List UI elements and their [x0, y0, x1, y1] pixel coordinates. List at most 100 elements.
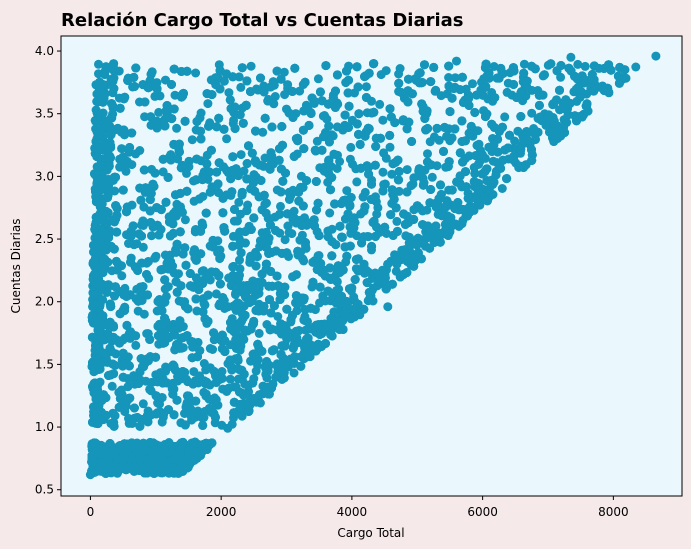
data-point — [131, 63, 141, 73]
data-point — [444, 73, 454, 82]
data-point — [246, 87, 255, 97]
data-point — [130, 82, 139, 91]
data-point — [367, 241, 377, 251]
data-point — [123, 382, 133, 392]
data-point — [209, 335, 219, 345]
data-point — [359, 232, 369, 242]
data-point — [346, 314, 356, 324]
data-point — [555, 85, 564, 95]
data-point — [385, 142, 395, 152]
data-point — [307, 93, 317, 103]
data-point — [228, 231, 238, 241]
data-point — [247, 148, 257, 158]
data-point — [614, 78, 624, 88]
data-point — [420, 114, 430, 123]
data-point — [160, 275, 170, 285]
data-point — [352, 62, 362, 72]
data-point — [218, 208, 228, 218]
data-point — [289, 206, 299, 216]
data-point — [256, 176, 266, 185]
data-point — [315, 282, 325, 292]
data-point — [109, 332, 118, 342]
data-point — [450, 124, 460, 134]
data-point — [402, 165, 412, 175]
data-point — [434, 135, 444, 145]
data-point — [301, 325, 311, 335]
data-point — [355, 139, 365, 149]
data-point — [253, 339, 263, 349]
data-point — [481, 112, 490, 122]
data-point — [450, 73, 460, 83]
data-point — [195, 346, 205, 356]
data-point — [226, 362, 236, 372]
data-point — [352, 177, 362, 187]
data-point — [125, 290, 135, 300]
data-point — [89, 290, 99, 300]
data-point — [348, 159, 357, 169]
data-point — [94, 59, 103, 69]
data-point — [230, 204, 239, 214]
data-point — [112, 265, 122, 275]
data-point — [172, 239, 182, 249]
data-points — [85, 51, 661, 480]
data-point — [110, 282, 120, 292]
data-point — [147, 231, 156, 241]
data-point — [312, 136, 322, 146]
data-point — [364, 169, 374, 179]
data-point — [308, 277, 318, 287]
data-point — [302, 317, 312, 327]
data-point — [373, 203, 383, 213]
data-point — [106, 302, 116, 312]
data-point — [120, 92, 130, 102]
data-point — [271, 372, 281, 382]
data-point — [436, 91, 446, 101]
data-point — [117, 144, 127, 154]
data-point — [167, 80, 176, 89]
data-point — [468, 79, 477, 89]
data-point — [249, 213, 259, 223]
data-point — [342, 186, 352, 196]
data-point — [110, 411, 120, 421]
data-point — [320, 296, 330, 306]
data-point — [183, 391, 193, 401]
data-point — [138, 399, 148, 409]
data-point — [203, 99, 213, 109]
data-point — [283, 80, 293, 90]
data-point — [393, 175, 403, 185]
data-point — [280, 90, 290, 100]
data-point — [196, 126, 205, 136]
data-point — [346, 142, 356, 152]
data-point — [363, 163, 373, 173]
data-point — [289, 368, 299, 378]
data-point — [145, 384, 155, 394]
data-point — [516, 112, 526, 121]
data-point — [534, 100, 544, 110]
data-point — [495, 163, 505, 173]
data-point — [203, 290, 213, 300]
data-point — [187, 135, 197, 145]
data-point — [314, 231, 324, 241]
data-point — [107, 113, 117, 123]
data-point — [354, 109, 364, 119]
data-point — [274, 155, 284, 165]
data-point — [370, 160, 380, 170]
data-point — [589, 61, 599, 71]
data-point — [111, 256, 121, 266]
data-point — [119, 290, 129, 300]
data-point — [304, 120, 314, 130]
data-point — [109, 59, 119, 69]
data-point — [445, 107, 455, 117]
data-point — [442, 131, 452, 141]
data-point — [267, 122, 277, 132]
data-point — [147, 378, 157, 387]
data-point — [129, 240, 139, 250]
data-point — [325, 208, 335, 218]
data-point — [258, 127, 268, 137]
data-point — [318, 111, 328, 121]
data-point — [378, 167, 388, 177]
data-point — [256, 73, 265, 83]
data-point — [519, 59, 529, 69]
data-point — [519, 68, 529, 78]
data-point — [235, 110, 245, 120]
